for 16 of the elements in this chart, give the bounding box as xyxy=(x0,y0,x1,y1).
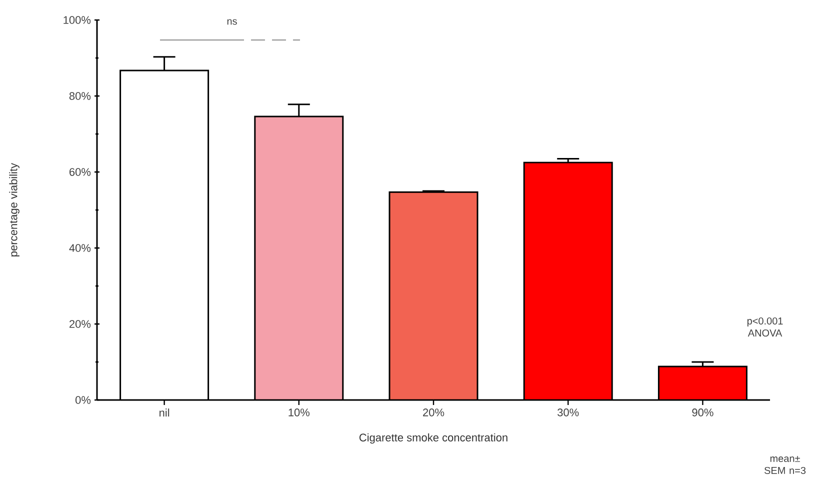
y-axis-title: percentage viability xyxy=(9,162,20,256)
x-tick-label: 90% xyxy=(692,408,714,416)
annotation: p<0.001 ANOVA xyxy=(747,317,783,337)
annotation: ns xyxy=(227,19,237,25)
x-tick-label: nil xyxy=(160,408,170,417)
y-tick-label: 20% xyxy=(70,320,91,328)
y-tick-label: 0% xyxy=(75,396,91,404)
y-tick-label: 60% xyxy=(70,168,91,176)
x-tick-label: 10% xyxy=(288,408,310,416)
y-tick-label: 40% xyxy=(69,244,91,252)
x-tick-label: 30% xyxy=(558,408,579,416)
x-axis-title: Cigarette smoke concentration xyxy=(359,433,508,444)
y-tick-label: 80% xyxy=(69,92,91,100)
text: mean± SEM n=3 xyxy=(764,456,806,474)
x-tick-label: 20% xyxy=(423,408,444,416)
y-tick-label: 100% xyxy=(64,16,91,24)
